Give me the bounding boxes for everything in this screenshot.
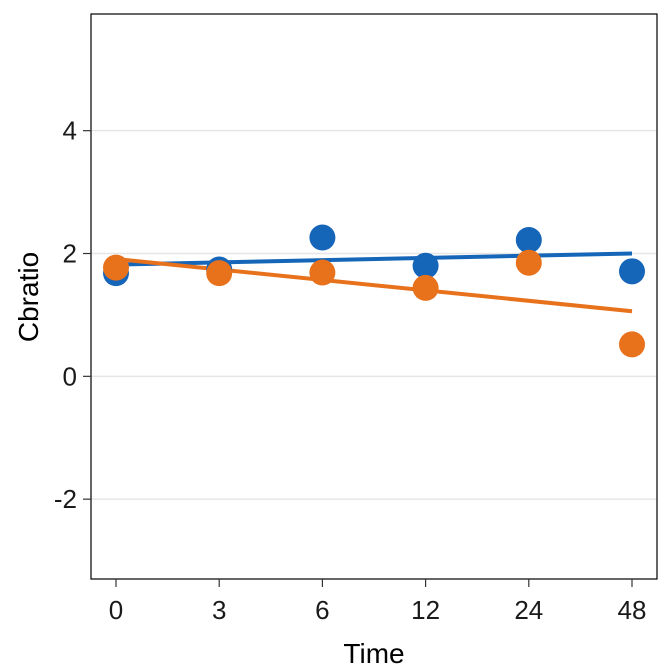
data-point [309, 259, 336, 286]
y-axis-title: Cbratio [13, 252, 44, 342]
data-point [103, 254, 129, 281]
y-tick-label: -2 [54, 484, 77, 514]
x-axis-title: Time [343, 638, 404, 669]
x-tick-label: 24 [514, 595, 543, 625]
x-tick-label: 48 [618, 595, 647, 625]
y-tick-label: 4 [63, 116, 77, 146]
trend-line [115, 251, 633, 267]
grid-lines [91, 129, 657, 500]
y-axis: -2 0 2 4 [54, 116, 91, 514]
plot-panel-border [90, 13, 658, 580]
data-points [103, 224, 645, 358]
data-point [309, 224, 336, 251]
y-tick-label: 2 [63, 239, 77, 269]
x-tick-label: 12 [411, 595, 440, 625]
x-axis: 0 3 6 12 24 48 [109, 579, 647, 625]
data-point [412, 274, 439, 301]
trend-line [115, 257, 633, 314]
data-point [619, 331, 645, 358]
data-point [515, 249, 542, 276]
y-tick-label: 0 [63, 361, 77, 391]
data-point [619, 258, 645, 285]
data-point [206, 260, 233, 287]
trend-lines [115, 251, 633, 314]
data-point [412, 252, 439, 279]
x-tick-label: 3 [212, 595, 226, 625]
x-tick-label: 0 [109, 595, 123, 625]
data-point [515, 227, 542, 253]
x-tick-label: 6 [315, 595, 329, 625]
